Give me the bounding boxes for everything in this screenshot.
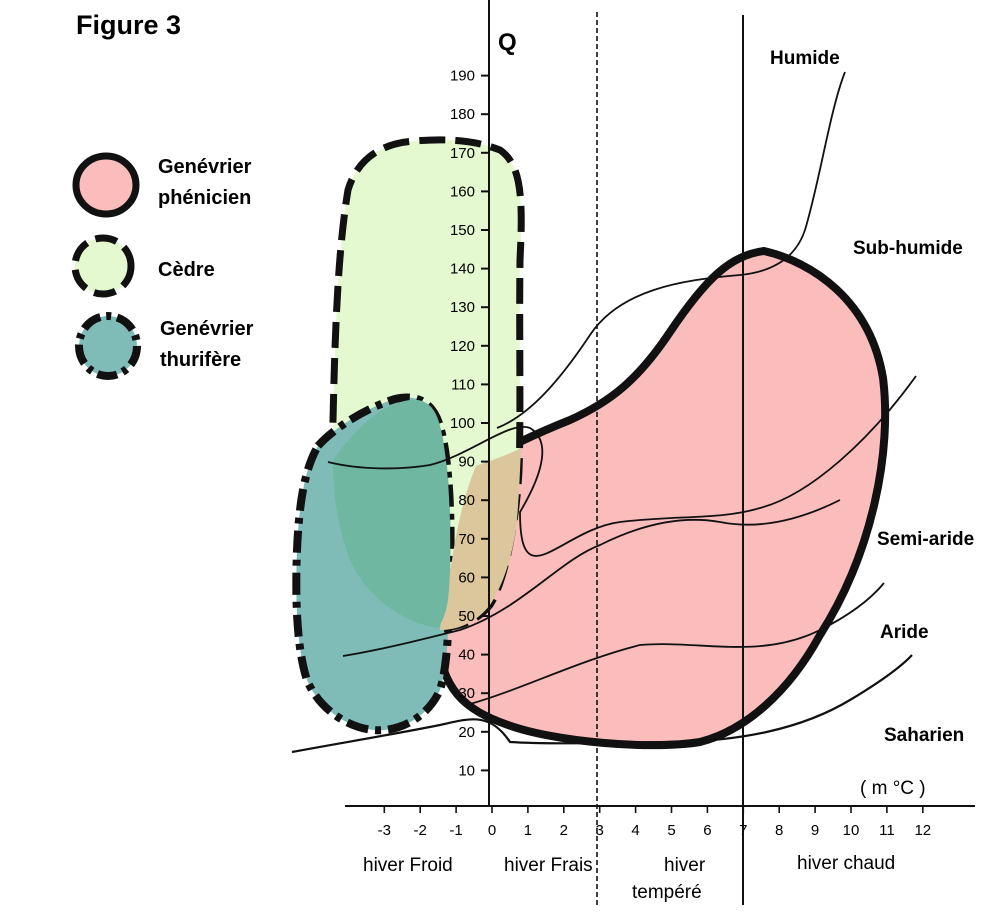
winter-zone-separators — [596, 12, 744, 905]
y-tick-label: 30 — [458, 685, 475, 702]
boundary-saharien-lower — [291, 654, 913, 754]
legend-label-genevrier-phenicien: Genévrier phénicien — [158, 156, 252, 209]
winter-zone-hiver-frais: hiver Frais — [504, 855, 593, 876]
figure-title: Figure 3 — [76, 10, 182, 40]
x-tick-label: 4 — [631, 822, 639, 839]
y-tick-label: 60 — [458, 569, 475, 586]
winter-zone-hiver-tempere-line2: tempéré — [632, 882, 702, 903]
y-tick-label: 170 — [450, 145, 475, 162]
y-tick-label: 100 — [450, 415, 475, 432]
legend-swatch-cedre — [71, 234, 135, 298]
x-tick-label: -3 — [378, 822, 391, 839]
legend — [71, 152, 141, 380]
x-tick-label: 11 — [879, 822, 895, 839]
y-tick-label: 20 — [458, 724, 475, 741]
y-tick-label: 80 — [458, 492, 475, 509]
y-tick-label: 10 — [458, 762, 475, 779]
x-tick-label: 5 — [667, 822, 675, 839]
x-axis-unit-label: ( m °C ) — [860, 778, 926, 799]
y-tick-label: 110 — [451, 376, 475, 393]
x-tick-label: 0 — [488, 822, 496, 839]
y-axis-label: Q — [498, 29, 517, 56]
x-tick-label: 2 — [560, 822, 568, 839]
winter-zone-hiver-chaud: hiver chaud — [797, 853, 895, 874]
x-tick-label: 10 — [843, 822, 860, 839]
x-tick-label: -2 — [414, 822, 427, 839]
x-axis: -3-2-10123456789101112 ( m °C ) — [345, 778, 975, 839]
legend-swatch-phenicien — [72, 152, 140, 218]
climate-label-saharien: Saharien — [884, 725, 964, 746]
x-tick-label: 12 — [914, 822, 931, 839]
x-tick-label: 1 — [524, 822, 532, 839]
y-tick-label: 140 — [450, 261, 475, 278]
y-tick-label: 180 — [450, 106, 475, 123]
x-tick-label: 8 — [775, 822, 783, 839]
boundary-semiaride-aride — [342, 499, 841, 657]
species-zones — [292, 136, 890, 750]
legend-label-cedre: Cèdre — [158, 259, 215, 281]
climate-zone-labels: Humide Sub-humide Semi-aride Aride Sahar… — [770, 48, 974, 746]
winter-zone-hiver-froid: hiver Froid — [363, 855, 453, 876]
y-tick-label: 190 — [450, 68, 475, 85]
x-tick-label: 6 — [703, 822, 711, 839]
y-tick-label: 120 — [450, 338, 475, 355]
climate-label-sub-humide: Sub-humide — [853, 238, 963, 259]
y-tick-label: 150 — [450, 222, 475, 239]
y-tick-label: 40 — [458, 647, 475, 664]
climate-boundaries — [291, 71, 917, 754]
y-axis: Q 10 20 30 40 50 60 70 80 90 100 110 120 130 140 150 16… — [450, 0, 517, 806]
climate-label-humide: Humide — [770, 48, 840, 69]
x-tick-label: 3 — [596, 822, 604, 839]
boundary-humide-subhumide — [496, 71, 846, 429]
winter-zone-labels: hiver Froid hiver Frais hiver tempéré hi… — [363, 853, 895, 903]
y-tick-label: 90 — [458, 454, 475, 471]
boundary-aride-saharien — [469, 582, 885, 705]
x-tick-label: -1 — [449, 822, 462, 839]
climate-label-semi-aride: Semi-aride — [877, 529, 974, 550]
y-tick-label: 50 — [458, 608, 475, 625]
overlap-cedre-thurifere — [333, 399, 451, 628]
winter-zone-hiver-tempere-line1: hiver — [664, 855, 706, 876]
boundary-subhumide-semiaride — [327, 375, 917, 557]
y-tick-label: 160 — [450, 183, 475, 200]
x-tick-label: 9 — [811, 822, 819, 839]
overlap-phenicien-cedre — [440, 448, 521, 630]
legend-swatch-thurifere — [75, 312, 141, 380]
legend-label-genevrier-thurifere: Genévrier thurifère — [160, 318, 254, 371]
y-tick-label: 70 — [458, 531, 475, 548]
y-tick-label: 130 — [450, 299, 475, 316]
climate-label-aride: Aride — [880, 622, 929, 643]
